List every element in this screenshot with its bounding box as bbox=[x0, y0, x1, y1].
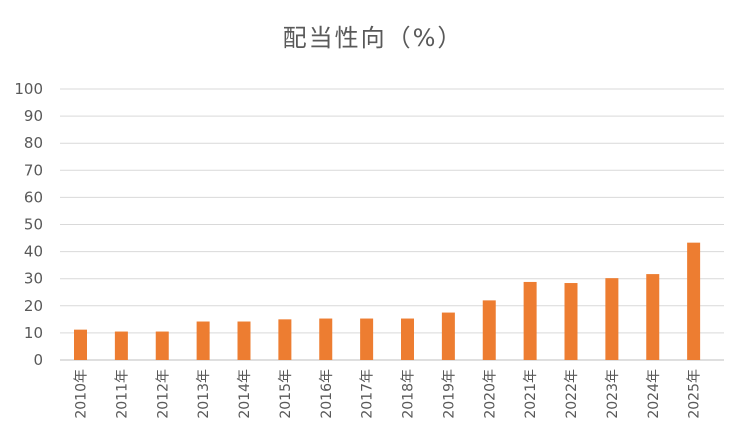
x-tick-label: 2017年 bbox=[360, 369, 376, 419]
y-tick-label: 0 bbox=[33, 351, 43, 369]
x-tick-label: 2018年 bbox=[401, 369, 417, 419]
bar bbox=[237, 321, 251, 360]
x-tick-label: 2024年 bbox=[646, 369, 662, 419]
bar bbox=[523, 281, 537, 360]
x-tick-label: 2020年 bbox=[482, 369, 498, 419]
bar bbox=[278, 319, 292, 360]
bar bbox=[482, 300, 496, 360]
x-tick-label: 2012年 bbox=[155, 369, 171, 419]
bar bbox=[360, 318, 374, 360]
bar bbox=[155, 331, 169, 360]
y-tick-label: 30 bbox=[24, 270, 43, 288]
x-tick-label: 2016年 bbox=[319, 369, 335, 419]
x-tick-label: 2023年 bbox=[605, 369, 621, 419]
y-tick-label: 90 bbox=[24, 107, 43, 125]
bar bbox=[605, 278, 619, 360]
y-tick-label: 70 bbox=[24, 161, 43, 179]
x-tick-label: 2014年 bbox=[237, 369, 253, 419]
x-tick-label: 2015年 bbox=[278, 369, 294, 419]
y-tick-label: 20 bbox=[24, 297, 43, 315]
y-tick-label: 10 bbox=[24, 324, 43, 342]
bar bbox=[319, 318, 333, 360]
x-tick-label: 2025年 bbox=[687, 369, 703, 419]
bar bbox=[441, 312, 455, 360]
x-tick-label: 2022年 bbox=[564, 369, 580, 419]
x-tick-label: 2013年 bbox=[196, 369, 212, 419]
y-tick-label: 60 bbox=[24, 188, 43, 206]
x-tick-label: 2011年 bbox=[114, 369, 130, 419]
bar bbox=[74, 329, 87, 360]
x-tick-label: 2010年 bbox=[74, 369, 90, 419]
bar bbox=[401, 318, 414, 360]
y-tick-label: 100 bbox=[14, 80, 43, 98]
bar bbox=[564, 283, 578, 360]
y-tick-label: 80 bbox=[24, 134, 43, 152]
y-tick-label: 50 bbox=[24, 216, 43, 234]
bar bbox=[114, 331, 128, 360]
y-tick-label: 40 bbox=[24, 243, 43, 261]
x-tick-label: 2019年 bbox=[441, 369, 457, 419]
chart-title: 配当性向（%） bbox=[282, 24, 464, 52]
bar bbox=[646, 274, 660, 360]
bar bbox=[196, 321, 210, 360]
bar bbox=[687, 242, 701, 360]
x-tick-label: 2021年 bbox=[523, 369, 539, 419]
